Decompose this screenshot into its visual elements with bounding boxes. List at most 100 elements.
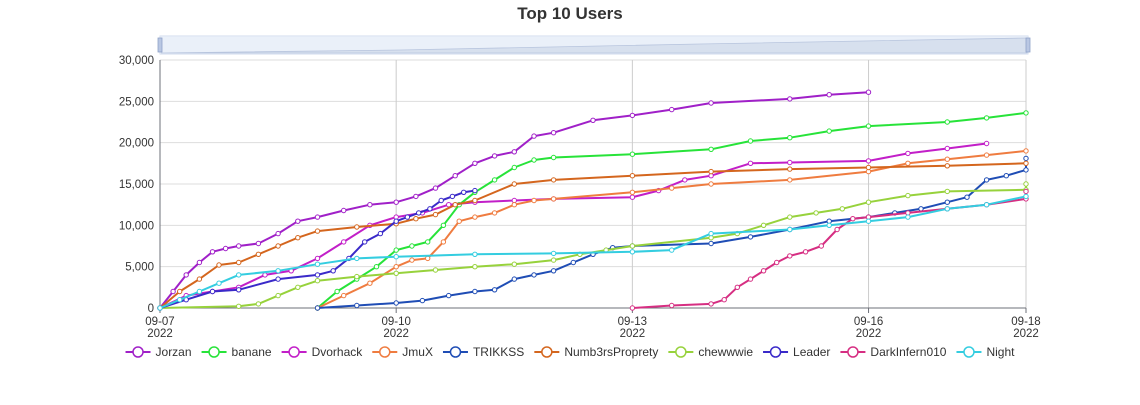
data-point[interactable] <box>747 138 754 144</box>
data-point[interactable] <box>157 305 163 311</box>
data-point[interactable] <box>774 259 780 266</box>
data-point[interactable] <box>511 261 517 267</box>
data-point[interactable] <box>747 276 754 282</box>
data-point[interactable] <box>865 158 872 164</box>
data-point[interactable] <box>472 251 478 258</box>
data-point[interactable] <box>787 159 793 166</box>
legend-item-JmuX[interactable]: JmuX <box>372 345 433 359</box>
legend-item-Numb3rsProprety[interactable]: Numb3rsProprety <box>534 345 658 359</box>
data-point[interactable] <box>427 206 433 212</box>
legend-item-Jorzan[interactable]: Jorzan <box>125 345 192 359</box>
data-point[interactable] <box>669 106 675 113</box>
data-point[interactable] <box>1023 167 1029 173</box>
data-point[interactable] <box>905 192 911 199</box>
series-Jorzan[interactable] <box>157 89 872 311</box>
data-point[interactable] <box>472 264 478 270</box>
data-point[interactable] <box>550 177 557 183</box>
data-point[interactable] <box>183 272 189 278</box>
data-point[interactable] <box>377 230 384 237</box>
data-point[interactable] <box>314 214 321 220</box>
data-point[interactable] <box>275 276 281 282</box>
data-point[interactable] <box>236 303 242 309</box>
data-point[interactable] <box>236 272 242 278</box>
data-point[interactable] <box>404 214 411 220</box>
data-point[interactable] <box>452 173 458 179</box>
data-point[interactable] <box>944 156 950 162</box>
series-TRIKKSS[interactable] <box>314 155 1029 311</box>
data-point[interactable] <box>432 267 439 273</box>
data-point[interactable] <box>341 207 347 214</box>
data-point[interactable] <box>669 302 675 309</box>
data-point[interactable] <box>425 255 431 262</box>
data-zoom-slider[interactable] <box>157 35 1031 55</box>
data-point[interactable] <box>449 193 456 200</box>
data-point[interactable] <box>787 253 793 259</box>
data-point[interactable] <box>802 249 809 255</box>
data-point[interactable] <box>432 211 439 218</box>
data-point[interactable] <box>362 239 368 245</box>
data-point[interactable] <box>367 202 373 208</box>
data-point[interactable] <box>275 243 281 249</box>
data-point[interactable] <box>196 259 203 266</box>
data-point[interactable] <box>491 153 498 159</box>
data-point[interactable] <box>905 150 911 157</box>
data-point[interactable] <box>216 280 222 286</box>
data-point[interactable] <box>456 218 462 224</box>
data-point[interactable] <box>1023 155 1029 162</box>
data-point[interactable] <box>550 250 557 257</box>
series-banane[interactable] <box>314 110 1029 311</box>
data-point[interactable] <box>314 305 321 311</box>
data-point[interactable] <box>708 168 714 175</box>
zoom-handle-left[interactable] <box>157 37 163 53</box>
data-point[interactable] <box>438 197 444 204</box>
data-point[interactable] <box>839 206 845 212</box>
series-chewwwie[interactable] <box>157 181 1029 311</box>
data-point[interactable] <box>629 305 636 311</box>
data-point[interactable] <box>222 245 229 252</box>
data-point[interactable] <box>1023 181 1029 187</box>
data-point[interactable] <box>275 268 281 274</box>
data-point[interactable] <box>255 251 262 258</box>
data-point[interactable] <box>865 164 872 171</box>
data-point[interactable] <box>747 234 754 240</box>
legend-item-TRIKKSS[interactable]: TRIKKSS <box>442 345 524 359</box>
data-point[interactable] <box>491 210 498 216</box>
data-point[interactable] <box>531 197 537 204</box>
data-point[interactable] <box>944 163 950 169</box>
data-point[interactable] <box>1023 193 1029 200</box>
data-point[interactable] <box>826 222 832 229</box>
data-point[interactable] <box>531 133 537 139</box>
data-point[interactable] <box>354 255 360 262</box>
data-point[interactable] <box>511 181 517 187</box>
data-point[interactable] <box>461 189 467 196</box>
legend-item-banane[interactable]: banane <box>201 345 272 359</box>
data-point[interactable] <box>491 177 498 183</box>
data-point[interactable] <box>314 278 321 284</box>
data-point[interactable] <box>177 297 183 303</box>
data-point[interactable] <box>409 257 415 263</box>
data-point[interactable] <box>1023 110 1029 116</box>
data-point[interactable] <box>196 276 203 282</box>
data-point[interactable] <box>983 140 990 147</box>
legend-item-chewwwie[interactable]: chewwwie <box>668 345 753 359</box>
data-point[interactable] <box>425 239 431 245</box>
data-point[interactable] <box>416 210 422 216</box>
data-point[interactable] <box>314 228 321 234</box>
data-point[interactable] <box>721 297 727 303</box>
data-point[interactable] <box>419 297 426 304</box>
data-point[interactable] <box>983 177 990 183</box>
data-point[interactable] <box>334 288 340 295</box>
data-point[interactable] <box>177 288 183 295</box>
data-point[interactable] <box>393 247 399 253</box>
data-point[interactable] <box>1003 173 1009 179</box>
data-point[interactable] <box>472 187 478 194</box>
data-point[interactable] <box>432 185 439 191</box>
data-point[interactable] <box>255 240 262 247</box>
data-point[interactable] <box>983 202 990 208</box>
data-point[interactable] <box>983 115 990 121</box>
data-point[interactable] <box>570 259 576 266</box>
data-point[interactable] <box>440 222 447 229</box>
data-point[interactable] <box>550 196 557 202</box>
data-point[interactable] <box>865 89 872 95</box>
data-point[interactable] <box>393 300 399 306</box>
